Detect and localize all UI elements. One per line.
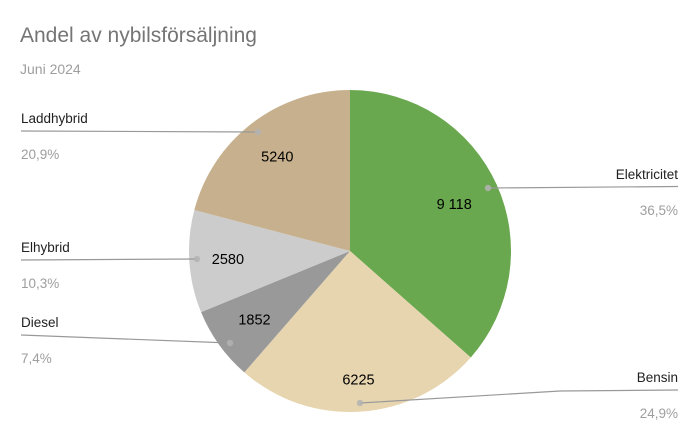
callout-label: Bensin <box>636 370 678 385</box>
leader-dot-laddhybrid <box>254 128 262 136</box>
callout-percent: 24,9% <box>639 405 678 421</box>
callout-percent: 36,5% <box>639 202 678 218</box>
callout-label: Elhybrid <box>21 240 70 255</box>
callout-label: Diesel <box>21 315 59 330</box>
slice-value-label-elhybrid: 2580 <box>212 252 244 268</box>
pie-slice-elhybrid[interactable] <box>189 209 350 313</box>
slice-value-label-elektricitet: 9 118 <box>437 197 472 213</box>
pie-slice-elektricitet[interactable] <box>350 90 511 358</box>
leader-line-bensin <box>359 389 679 404</box>
callout-label: Elektricitet <box>615 167 678 182</box>
leader-line-diesel <box>20 334 231 344</box>
leader-dot-diesel <box>226 339 234 347</box>
leader-line-laddhybrid <box>20 130 259 133</box>
callout-percent: 10,3% <box>21 275 60 291</box>
callout-laddhybrid: Laddhybrid 20,9% <box>21 112 181 161</box>
slice-value-label-bensin: 6225 <box>342 373 374 389</box>
callout-label: Laddhybrid <box>21 111 88 126</box>
chart-title: Andel av nybilsförsäljning <box>20 24 257 47</box>
callout-bensin: Bensin 24,9% <box>518 371 678 420</box>
pie-slice-laddhybrid[interactable] <box>194 90 350 251</box>
callout-percent: 7,4% <box>21 350 52 366</box>
leader-dot-elektricitet <box>484 184 492 192</box>
leader-dot-bensin <box>356 399 364 407</box>
callout-diesel: Diesel 7,4% <box>21 316 181 365</box>
slice-value-label-diesel: 1852 <box>238 312 270 328</box>
pie-slice-bensin[interactable] <box>244 251 471 413</box>
chart-subtitle: Juni 2024 <box>20 61 81 77</box>
leader-line-elektricitet <box>487 185 679 189</box>
callout-elektricitet: Elektricitet 36,5% <box>518 168 678 217</box>
pie-slice-diesel[interactable] <box>201 251 350 373</box>
leader-line-elhybrid <box>20 258 198 261</box>
slice-value-label-laddhybrid: 5240 <box>261 150 293 166</box>
callout-percent: 20,9% <box>21 146 60 162</box>
leader-dot-elhybrid <box>193 255 201 263</box>
callout-elhybrid: Elhybrid 10,3% <box>21 241 181 290</box>
